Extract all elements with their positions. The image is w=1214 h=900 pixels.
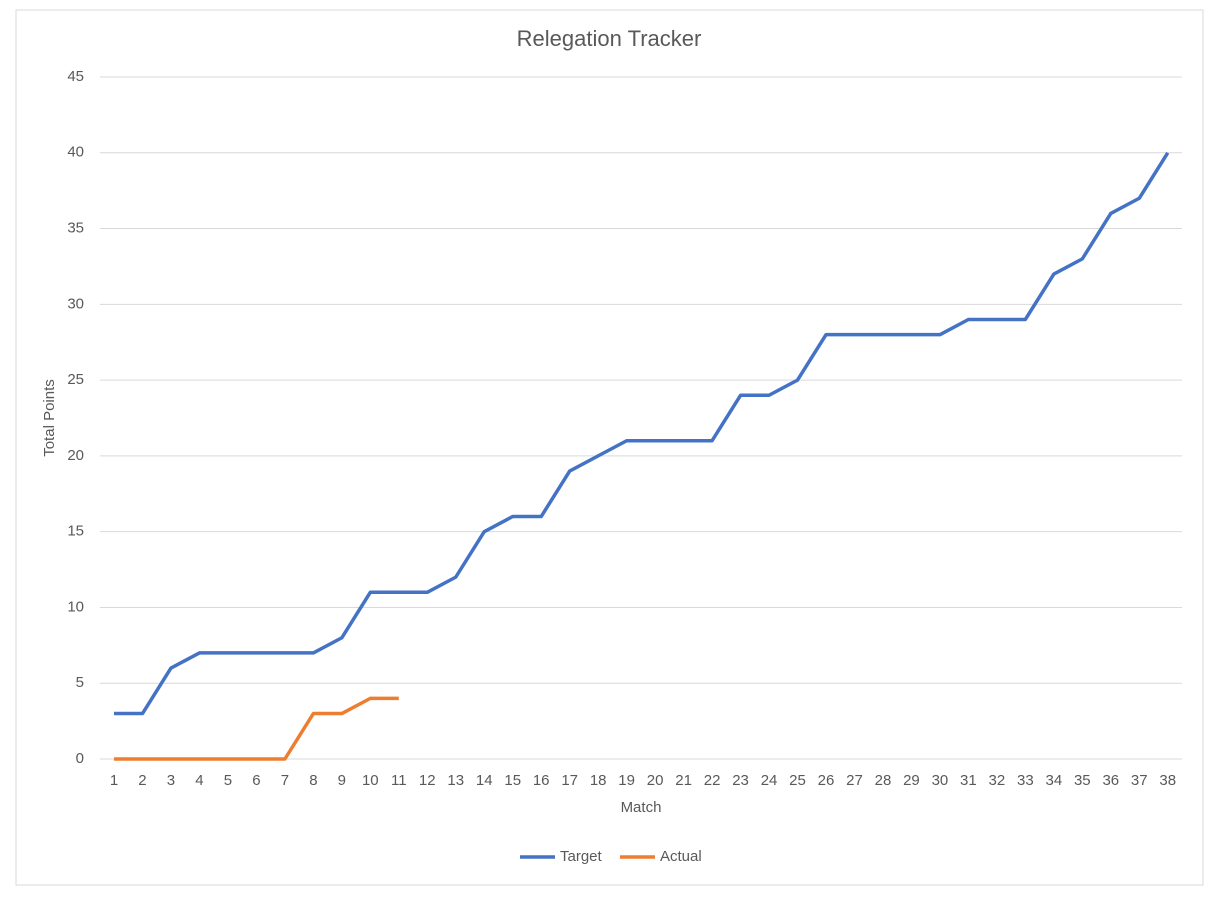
x-tick-label: 14 (476, 772, 493, 789)
chart-title: Relegation Tracker (517, 26, 702, 51)
x-tick-label: 29 (903, 772, 920, 789)
y-tick-label: 35 (67, 220, 84, 237)
line-series (114, 151, 1170, 716)
x-tick-label: 11 (391, 772, 407, 789)
y-tick-label: 0 (76, 750, 84, 767)
x-tick-label: 21 (675, 772, 692, 789)
legend-label: Target (560, 848, 603, 865)
y-tick-label: 5 (76, 674, 84, 691)
x-tick-label: 26 (818, 772, 835, 789)
x-tick-label: 10 (362, 772, 379, 789)
x-tick-label: 31 (960, 772, 977, 789)
x-tick-label: 15 (504, 772, 521, 789)
x-tick-label: 17 (561, 772, 578, 789)
x-tick-label: 36 (1102, 772, 1119, 789)
x-tick-label: 27 (846, 772, 863, 789)
y-tick-label: 20 (67, 447, 84, 464)
x-tick-label: 32 (989, 772, 1006, 789)
x-tick-label: 25 (789, 772, 806, 789)
x-tick-label: 33 (1017, 772, 1034, 789)
x-tick-label: 37 (1131, 772, 1148, 789)
y-tick-label: 10 (67, 598, 84, 615)
x-tick-label: 35 (1074, 772, 1091, 789)
x-tick-label: 22 (704, 772, 721, 789)
x-tick-label: 30 (932, 772, 949, 789)
x-tick-label: 2 (138, 772, 146, 789)
x-tick-label: 19 (618, 772, 635, 789)
x-tick-label: 13 (447, 772, 464, 789)
x-tick-label: 34 (1045, 772, 1062, 789)
x-tick-label: 28 (875, 772, 892, 789)
x-tick-label: 18 (590, 772, 607, 789)
y-tick-label: 25 (67, 371, 84, 388)
x-tick-label: 38 (1159, 772, 1176, 789)
x-tick-label: 9 (338, 772, 346, 789)
y-tick-label: 45 (67, 68, 84, 85)
x-tick-label: 16 (533, 772, 550, 789)
x-tick-label: 6 (252, 772, 260, 789)
x-tick-label: 1 (110, 772, 118, 789)
y-tick-label: 40 (67, 144, 84, 161)
x-tick-label: 8 (309, 772, 317, 789)
x-tick-label: 5 (224, 772, 232, 789)
x-tick-label: 12 (419, 772, 436, 789)
y-tick-label: 15 (67, 523, 84, 540)
x-tick-label: 7 (281, 772, 289, 789)
x-tick-label: 23 (732, 772, 749, 789)
x-tick-label: 24 (761, 772, 778, 789)
x-tick-label: 4 (195, 772, 203, 789)
chart-border (15, 9, 1204, 886)
x-tick-label: 3 (167, 772, 175, 789)
line-series (114, 696, 399, 761)
legend-label: Actual (660, 848, 702, 865)
x-tick-label: 20 (647, 772, 664, 789)
y-axis-label: Total Points (41, 379, 58, 457)
y-tick-label: 30 (67, 295, 84, 312)
x-axis-label: Match (621, 799, 662, 816)
